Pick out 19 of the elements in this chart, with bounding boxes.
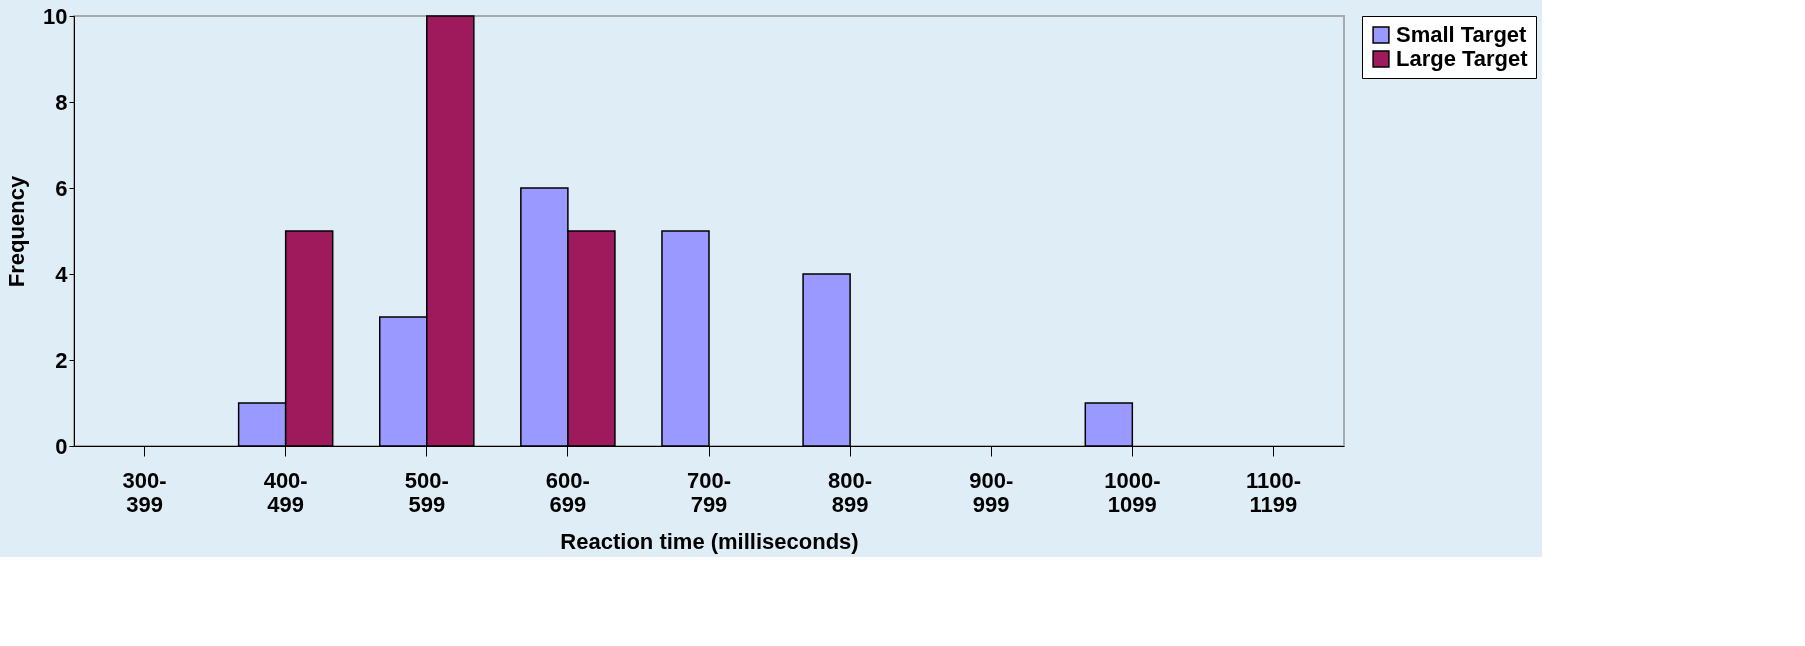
y-tick-label: 2 [55,347,68,373]
y-tick-label: 10 [43,3,68,29]
x-tick-label: 500-599 [404,467,449,517]
y-axis-title: Frequency [4,175,30,288]
y-tick-label: 6 [55,175,68,201]
x-tick-label: 300-399 [122,467,167,517]
x-tick-label: 1000-1099 [1104,467,1161,517]
x-tick-label: 700-799 [686,467,732,517]
x-tick-label: 600-699 [545,467,590,517]
y-tick-label: 8 [55,89,68,115]
x-axis-title: Reaction time (milliseconds) [560,528,859,554]
y-tick-label: 4 [55,261,69,287]
x-tick-label: 1100-1199 [1245,467,1301,517]
y-tick-label: 0 [55,433,68,459]
x-tick-label: 400-499 [263,467,308,517]
x-tick-label: 900-999 [969,467,1014,517]
legend-label: Small Target [1396,22,1528,47]
x-tick-label: 800-899 [828,467,873,517]
legend-label: Large Target [1396,46,1529,71]
